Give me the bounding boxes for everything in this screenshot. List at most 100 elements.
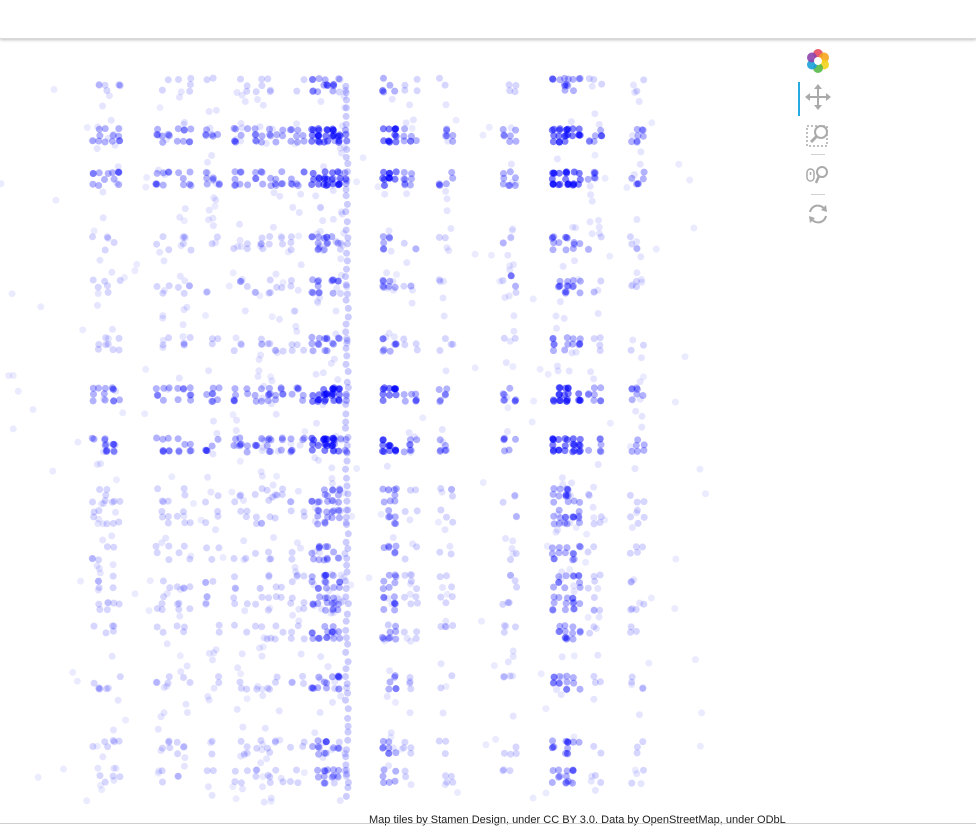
map-point — [290, 307, 298, 315]
map-point — [479, 479, 487, 486]
map-point — [443, 385, 451, 393]
map-point — [309, 600, 317, 608]
map-point — [562, 737, 570, 745]
map-point — [293, 341, 301, 349]
map-point — [266, 685, 273, 693]
map-point — [542, 789, 550, 797]
map-point — [389, 534, 397, 542]
map-point — [310, 602, 318, 610]
map-point — [392, 622, 400, 630]
map-point — [330, 779, 338, 787]
map-point — [9, 425, 17, 433]
map-point — [323, 684, 330, 692]
map-point — [342, 519, 350, 527]
map-point — [103, 233, 111, 241]
map-point — [596, 519, 604, 526]
map-point — [342, 86, 350, 94]
map-point — [180, 126, 188, 134]
map-point — [556, 485, 564, 493]
map-point — [340, 489, 348, 497]
map-point — [293, 180, 301, 188]
map-point — [337, 174, 345, 182]
map-point — [391, 283, 399, 291]
map-point — [635, 98, 643, 105]
map-point — [321, 578, 329, 586]
map-point — [321, 396, 329, 404]
map-point — [209, 397, 217, 405]
map-point — [180, 762, 188, 770]
map-point — [639, 175, 647, 183]
map-point — [244, 125, 252, 133]
map-point — [631, 465, 639, 473]
map-point — [339, 241, 347, 249]
map-point — [335, 335, 343, 343]
map-point — [588, 197, 596, 205]
map-point — [500, 170, 507, 177]
map-point — [496, 277, 504, 285]
map-point — [255, 356, 263, 363]
map-point — [569, 435, 577, 443]
map-point — [597, 126, 605, 134]
map-point — [329, 440, 337, 448]
map-point — [96, 569, 104, 577]
map-point — [253, 520, 260, 528]
map-point — [179, 333, 187, 341]
map-point — [293, 766, 300, 774]
map-point — [299, 391, 307, 399]
map-point — [562, 289, 570, 297]
pan-tool-button[interactable] — [798, 80, 838, 116]
map-point — [439, 294, 447, 302]
map-point — [187, 246, 195, 254]
map-point — [279, 240, 286, 248]
bokeh-logo[interactable] — [798, 44, 838, 78]
map-point — [343, 482, 351, 490]
map-point — [102, 441, 110, 448]
map-point — [257, 335, 265, 343]
box-zoom-tool-button[interactable] — [798, 118, 838, 152]
map-point — [576, 498, 584, 506]
map-point — [230, 555, 238, 562]
map-point — [96, 781, 104, 789]
map-point — [499, 180, 507, 188]
map-point — [342, 186, 350, 193]
map-point — [511, 334, 519, 342]
map-point — [505, 446, 513, 454]
map-point — [329, 81, 337, 89]
map-point — [630, 576, 638, 584]
map-point — [325, 587, 333, 595]
map-point — [555, 520, 563, 528]
map-point — [550, 555, 558, 563]
map-point — [265, 240, 273, 248]
map-point — [390, 486, 398, 494]
map-point — [231, 385, 239, 393]
map-point — [182, 700, 190, 708]
map-point — [442, 617, 450, 625]
map-point — [570, 555, 578, 563]
map-point — [590, 483, 598, 491]
map-point — [94, 301, 101, 309]
map-point — [550, 599, 558, 607]
map-point — [570, 582, 578, 590]
map-point — [258, 485, 266, 493]
wheel-zoom-tool-button[interactable] — [798, 158, 838, 192]
map-point — [243, 240, 251, 248]
map-point — [186, 180, 194, 188]
map-point — [343, 137, 351, 145]
map-plot[interactable] — [0, 40, 780, 810]
reset-tool-button[interactable] — [798, 197, 838, 231]
map-point — [203, 593, 211, 601]
map-point — [393, 271, 400, 278]
map-point — [287, 282, 295, 290]
map-point — [639, 684, 647, 692]
map-point — [180, 181, 187, 189]
map-point — [294, 385, 302, 393]
map-point — [236, 434, 244, 442]
map-point — [215, 544, 223, 552]
map-point — [315, 544, 323, 552]
map-point — [342, 153, 350, 161]
map-point — [210, 194, 218, 202]
map-point — [300, 346, 308, 354]
map-point — [556, 282, 564, 290]
map-point — [258, 685, 266, 693]
map-point — [505, 81, 513, 89]
